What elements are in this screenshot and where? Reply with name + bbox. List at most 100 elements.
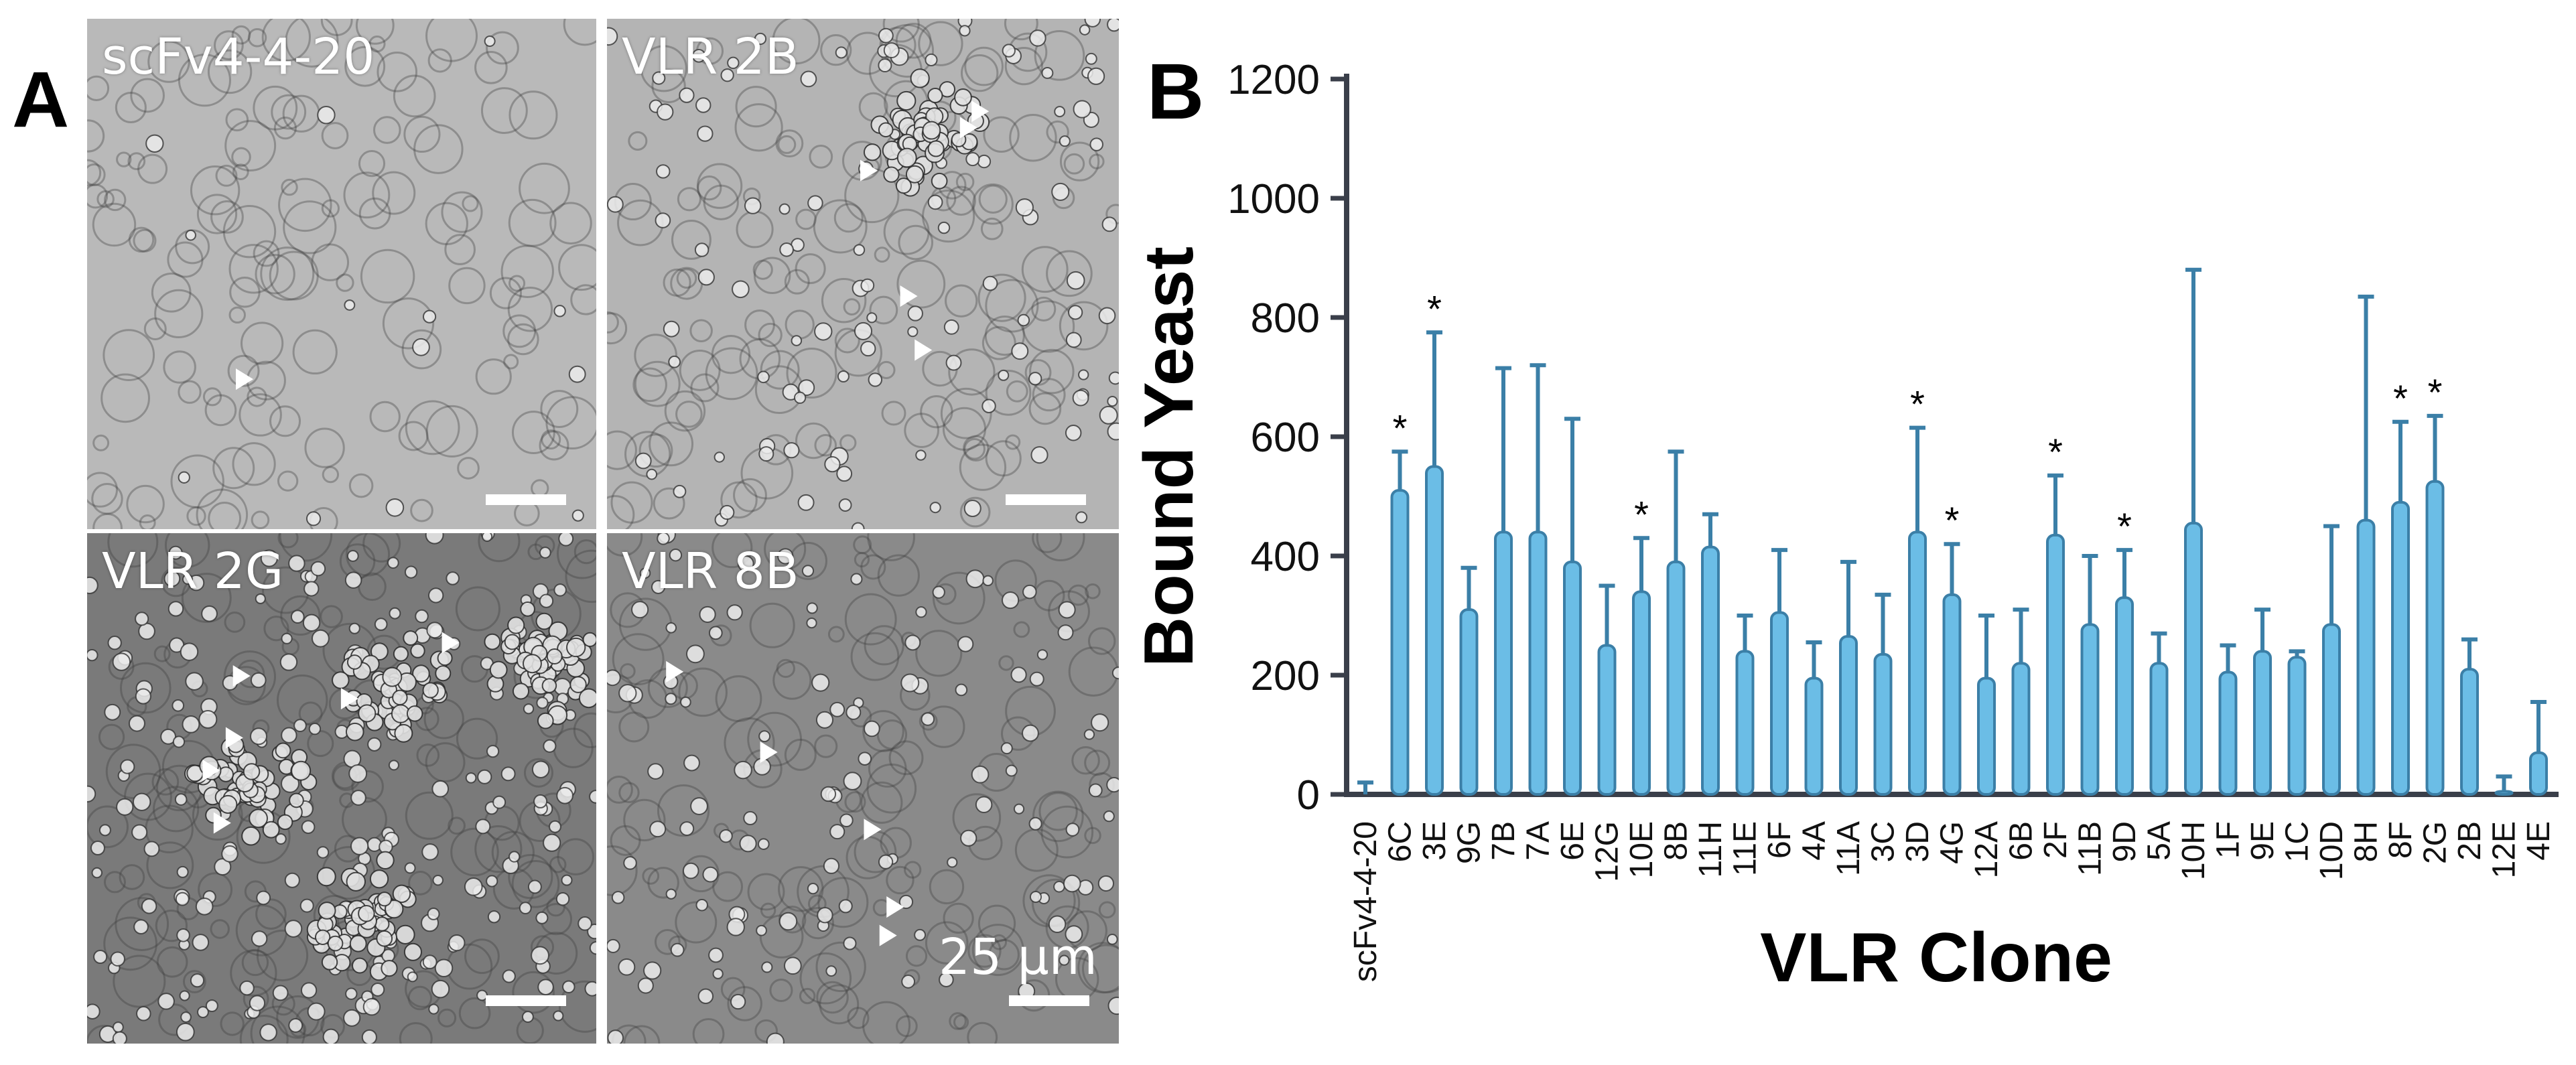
bar [1942, 593, 1962, 796]
cell-texture [813, 199, 868, 254]
yeast-cell [1068, 305, 1083, 320]
yeast-cell [422, 682, 439, 699]
yeast-cell [358, 905, 375, 922]
cell-texture [1032, 378, 1066, 412]
yeast-cell [965, 152, 980, 167]
yeast-cell [221, 845, 239, 863]
cell-texture [784, 738, 817, 771]
cell-texture [883, 208, 930, 255]
cell-texture [720, 481, 758, 519]
x-tick-label: 10E [1624, 821, 1659, 878]
significance-marker: * [2048, 431, 2063, 473]
yeast-cell [1087, 67, 1105, 85]
cell-texture [749, 602, 795, 648]
yeast-cell [350, 837, 369, 855]
arrowhead-marker-icon [442, 632, 460, 654]
cell-texture [971, 924, 1024, 977]
cell-texture [87, 75, 110, 102]
cell-texture [474, 51, 508, 84]
yeast-cell [878, 27, 894, 44]
yeast-cell [522, 1011, 534, 1023]
yeast-cell [925, 53, 938, 66]
cell-texture [207, 49, 253, 94]
arrowhead-marker-icon [864, 819, 882, 841]
x-axis-title: VLR Clone [1760, 919, 2112, 997]
cell-texture [87, 163, 106, 186]
cell-texture [1028, 392, 1062, 425]
yeast-cell [584, 981, 596, 997]
yeast-cell [214, 858, 232, 876]
yeast-cell [851, 522, 865, 529]
yeast-cell [905, 165, 924, 184]
yeast-cell [259, 1023, 277, 1042]
yeast-cell [971, 765, 990, 784]
arrowhead-marker-icon [225, 727, 243, 749]
cell-texture [888, 740, 924, 776]
y-axis-title: Bound Yeast [1130, 246, 1208, 667]
yeast-cell [1017, 313, 1030, 327]
bar [1666, 560, 1686, 796]
cell-texture [1045, 905, 1089, 949]
cell-texture [747, 873, 785, 911]
yeast-cell [566, 637, 586, 658]
yeast-cell [1036, 649, 1048, 660]
cell-texture [208, 502, 242, 529]
cell-texture [557, 533, 596, 579]
yeast-cell [1041, 66, 1054, 79]
cell-texture [278, 178, 332, 232]
cell-texture [458, 997, 491, 1030]
yeast-cell [825, 965, 837, 977]
cell-texture [198, 872, 233, 908]
yeast-cell [737, 555, 754, 572]
cell-texture [212, 447, 255, 490]
yeast-cell [708, 626, 723, 640]
yeast-cell [475, 819, 491, 835]
yeast-cell [345, 722, 364, 741]
significance-marker: * [1393, 407, 1408, 449]
yeast-cell [829, 701, 845, 717]
cell-texture [127, 152, 146, 171]
cell-texture [866, 763, 917, 814]
cell-texture [178, 380, 202, 404]
yeast-cell [895, 178, 912, 194]
cell-texture [942, 407, 987, 451]
cell-texture [147, 40, 190, 83]
cell-texture [372, 171, 416, 215]
yeast-cell [960, 829, 977, 847]
cell-texture [998, 655, 1014, 671]
cell-texture [675, 401, 703, 428]
yeast-cell [281, 774, 299, 793]
yeast-cell [421, 843, 439, 861]
yeast-cell [1065, 925, 1083, 943]
cell-texture [1009, 114, 1057, 162]
cell-texture [715, 675, 762, 722]
significance-marker: * [2393, 377, 2408, 419]
cell-texture [408, 871, 433, 896]
yeast-cell [836, 466, 853, 482]
yeast-cell [249, 995, 266, 1011]
cell-texture [922, 705, 965, 748]
cell-texture [116, 151, 132, 167]
bar [2425, 480, 2445, 796]
cell-texture [448, 267, 486, 305]
yeast-cell [670, 942, 685, 957]
yeast-cell [637, 977, 654, 994]
yeast-cell [370, 982, 385, 997]
yeast-cell [404, 565, 418, 579]
yeast-cell [172, 699, 185, 712]
cell-texture [507, 323, 539, 356]
yeast-cell [422, 954, 437, 970]
cell-texture [1063, 153, 1085, 175]
cell-texture [455, 586, 500, 632]
x-tick-label: 12A [1969, 821, 2005, 878]
yeast-cell [683, 754, 700, 772]
yeast-cell [915, 606, 927, 618]
yeast-cell [385, 899, 404, 919]
cell-texture [628, 131, 648, 151]
yeast-cell [679, 87, 695, 103]
yeast-cell [607, 938, 620, 953]
yeast-cell [322, 1028, 340, 1044]
cell-texture [103, 188, 127, 212]
cell-texture [113, 954, 166, 1008]
yeast-cell [578, 916, 592, 931]
